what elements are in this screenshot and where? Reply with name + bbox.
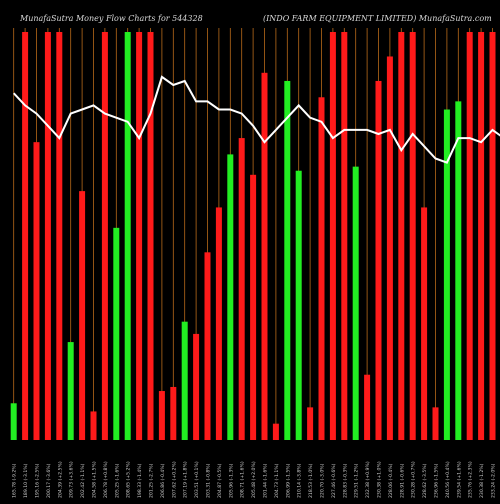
x-tick-label: 230.28 (+0.7%) xyxy=(411,461,417,498)
x-tick-label: 229.51 (-1.2%) xyxy=(354,463,360,498)
flow-bar xyxy=(124,32,131,440)
x-tick-label: 227.46 (-0.6%) xyxy=(331,463,337,498)
x-tick-label: 204.87 (-0.5%) xyxy=(217,463,223,498)
flow-bar xyxy=(341,32,348,440)
flow-bar xyxy=(364,374,371,440)
x-tick-label: 205.25 (-1.6%) xyxy=(114,463,120,498)
x-tick-label: 230.38 (-1.2%) xyxy=(479,463,485,498)
flow-bar xyxy=(329,32,336,440)
flow-bar xyxy=(238,138,245,440)
flow-bar xyxy=(101,32,108,440)
x-tick-label: 208.71 (+1.6%) xyxy=(240,461,246,498)
flow-bar xyxy=(250,174,257,441)
chart-header-right: (INDO FARM EQUIPMENT LIMITED) MunafaSutr… xyxy=(263,14,492,23)
flow-bar xyxy=(489,32,496,440)
x-tick-label: 240.56 (+0.4%) xyxy=(445,461,451,498)
flow-bar xyxy=(147,32,154,440)
flow-bar xyxy=(466,32,473,440)
x-tick-label: 203.31 (-0.8%) xyxy=(206,463,212,498)
flow-bar xyxy=(227,154,234,440)
x-tick-label: 205.48 (+2.0%) xyxy=(251,461,257,498)
flow-bar xyxy=(204,252,211,440)
x-tick-label: 200.17 (-3.6%) xyxy=(46,463,52,498)
x-tick-label: 195.16 (-2.5%) xyxy=(35,463,41,498)
flow-bar xyxy=(398,32,405,440)
flow-bar xyxy=(318,97,325,440)
flow-bar xyxy=(432,407,439,440)
x-tick-label: 201.44 (-1.6%) xyxy=(263,463,269,498)
x-tick-label: 236.96 (-1.5%) xyxy=(434,463,440,498)
x-tick-label: 218.53 (-1.0%) xyxy=(308,463,314,498)
flow-bar xyxy=(421,207,428,440)
flow-bar xyxy=(44,32,51,440)
flow-bar xyxy=(272,423,279,440)
x-tick-label: 205.96 (-1.3%) xyxy=(228,463,234,498)
flow-bar xyxy=(90,411,97,440)
x-tick-label: 220.70 (-3.0%) xyxy=(320,463,326,498)
x-tick-label: 189.10 (-3.1%) xyxy=(23,463,29,498)
flow-bar xyxy=(409,32,416,440)
x-tick-label: 204.58 (+1.5%) xyxy=(92,461,98,498)
x-tick-label: 233.24 (-2.0%) xyxy=(491,463,497,498)
x-tick-label: 228.62 (-3.5%) xyxy=(422,463,428,498)
x-tick-label: 228.06 (-0.4%) xyxy=(388,463,394,498)
flow-bar xyxy=(307,407,314,440)
x-tick-label: 209.73 (+3.6%) xyxy=(69,461,75,498)
x-tick-label: 204.39 (+2.5%) xyxy=(57,461,63,498)
flow-bar xyxy=(113,227,120,440)
x-tick-label: 206.86 (-0.4%) xyxy=(160,463,166,498)
x-tick-label: 198.33 (-1.4%) xyxy=(137,463,143,498)
price-line xyxy=(12,75,500,164)
x-tick-label: 206.99 (-1.5%) xyxy=(285,463,291,498)
x-tick-label: 228.91 (-0.6%) xyxy=(399,463,405,498)
x-tick-label: 206.78 (+0.8%) xyxy=(103,461,109,498)
flow-bar xyxy=(455,101,462,441)
flow-bar xyxy=(158,391,165,440)
x-tick-label: 208.65 (+5.2%) xyxy=(126,461,132,498)
x-tick-label: 235.76 (+2.3%) xyxy=(468,461,474,498)
flow-bar xyxy=(170,386,177,440)
flow-bar xyxy=(215,207,222,440)
flow-bar xyxy=(22,32,29,440)
x-tick-label: 230.38 (+1.0%) xyxy=(377,461,383,498)
x-tick-label: 207.62 (+0.2%) xyxy=(171,461,177,498)
flow-bar xyxy=(67,342,74,440)
x-tick-label: 239.54 (+1.6%) xyxy=(456,461,462,498)
flow-bar xyxy=(33,142,40,440)
x-tick-label: 165.78 (-9.2%) xyxy=(12,463,18,498)
flow-bar xyxy=(136,32,143,440)
flow-bar xyxy=(443,109,450,441)
flow-bar xyxy=(193,333,200,440)
flow-bar xyxy=(261,72,268,441)
flow-bar xyxy=(284,80,291,441)
x-tick-label: 204.73 (-1.1%) xyxy=(274,463,280,498)
flow-bar xyxy=(478,32,485,440)
x-tick-label: 201.25 (-2.7%) xyxy=(149,463,155,498)
x-tick-label: 228.83 (-0.3%) xyxy=(342,463,348,498)
x-tick-label: 232.38 (+0.9%) xyxy=(365,461,371,498)
x-tick-label: 202.42 (-1.1%) xyxy=(80,463,86,498)
flow-bar xyxy=(79,191,86,440)
x-tick-label: 203.51 (+0.1%) xyxy=(194,461,200,498)
x-tick-label: 210.14 (-3.8%) xyxy=(297,463,303,498)
flow-bar xyxy=(375,80,382,441)
flow-bar xyxy=(56,32,63,440)
flow-bar xyxy=(181,321,188,440)
flow-bar xyxy=(295,170,302,440)
flow-bar xyxy=(352,166,359,440)
x-tick-label: 207.19 (+1.8%) xyxy=(183,461,189,498)
chart-header-left: MunafaSutra Money Flow Charts for 544328 xyxy=(20,14,203,23)
flow-bar xyxy=(10,403,17,440)
flow-bar xyxy=(386,56,393,440)
